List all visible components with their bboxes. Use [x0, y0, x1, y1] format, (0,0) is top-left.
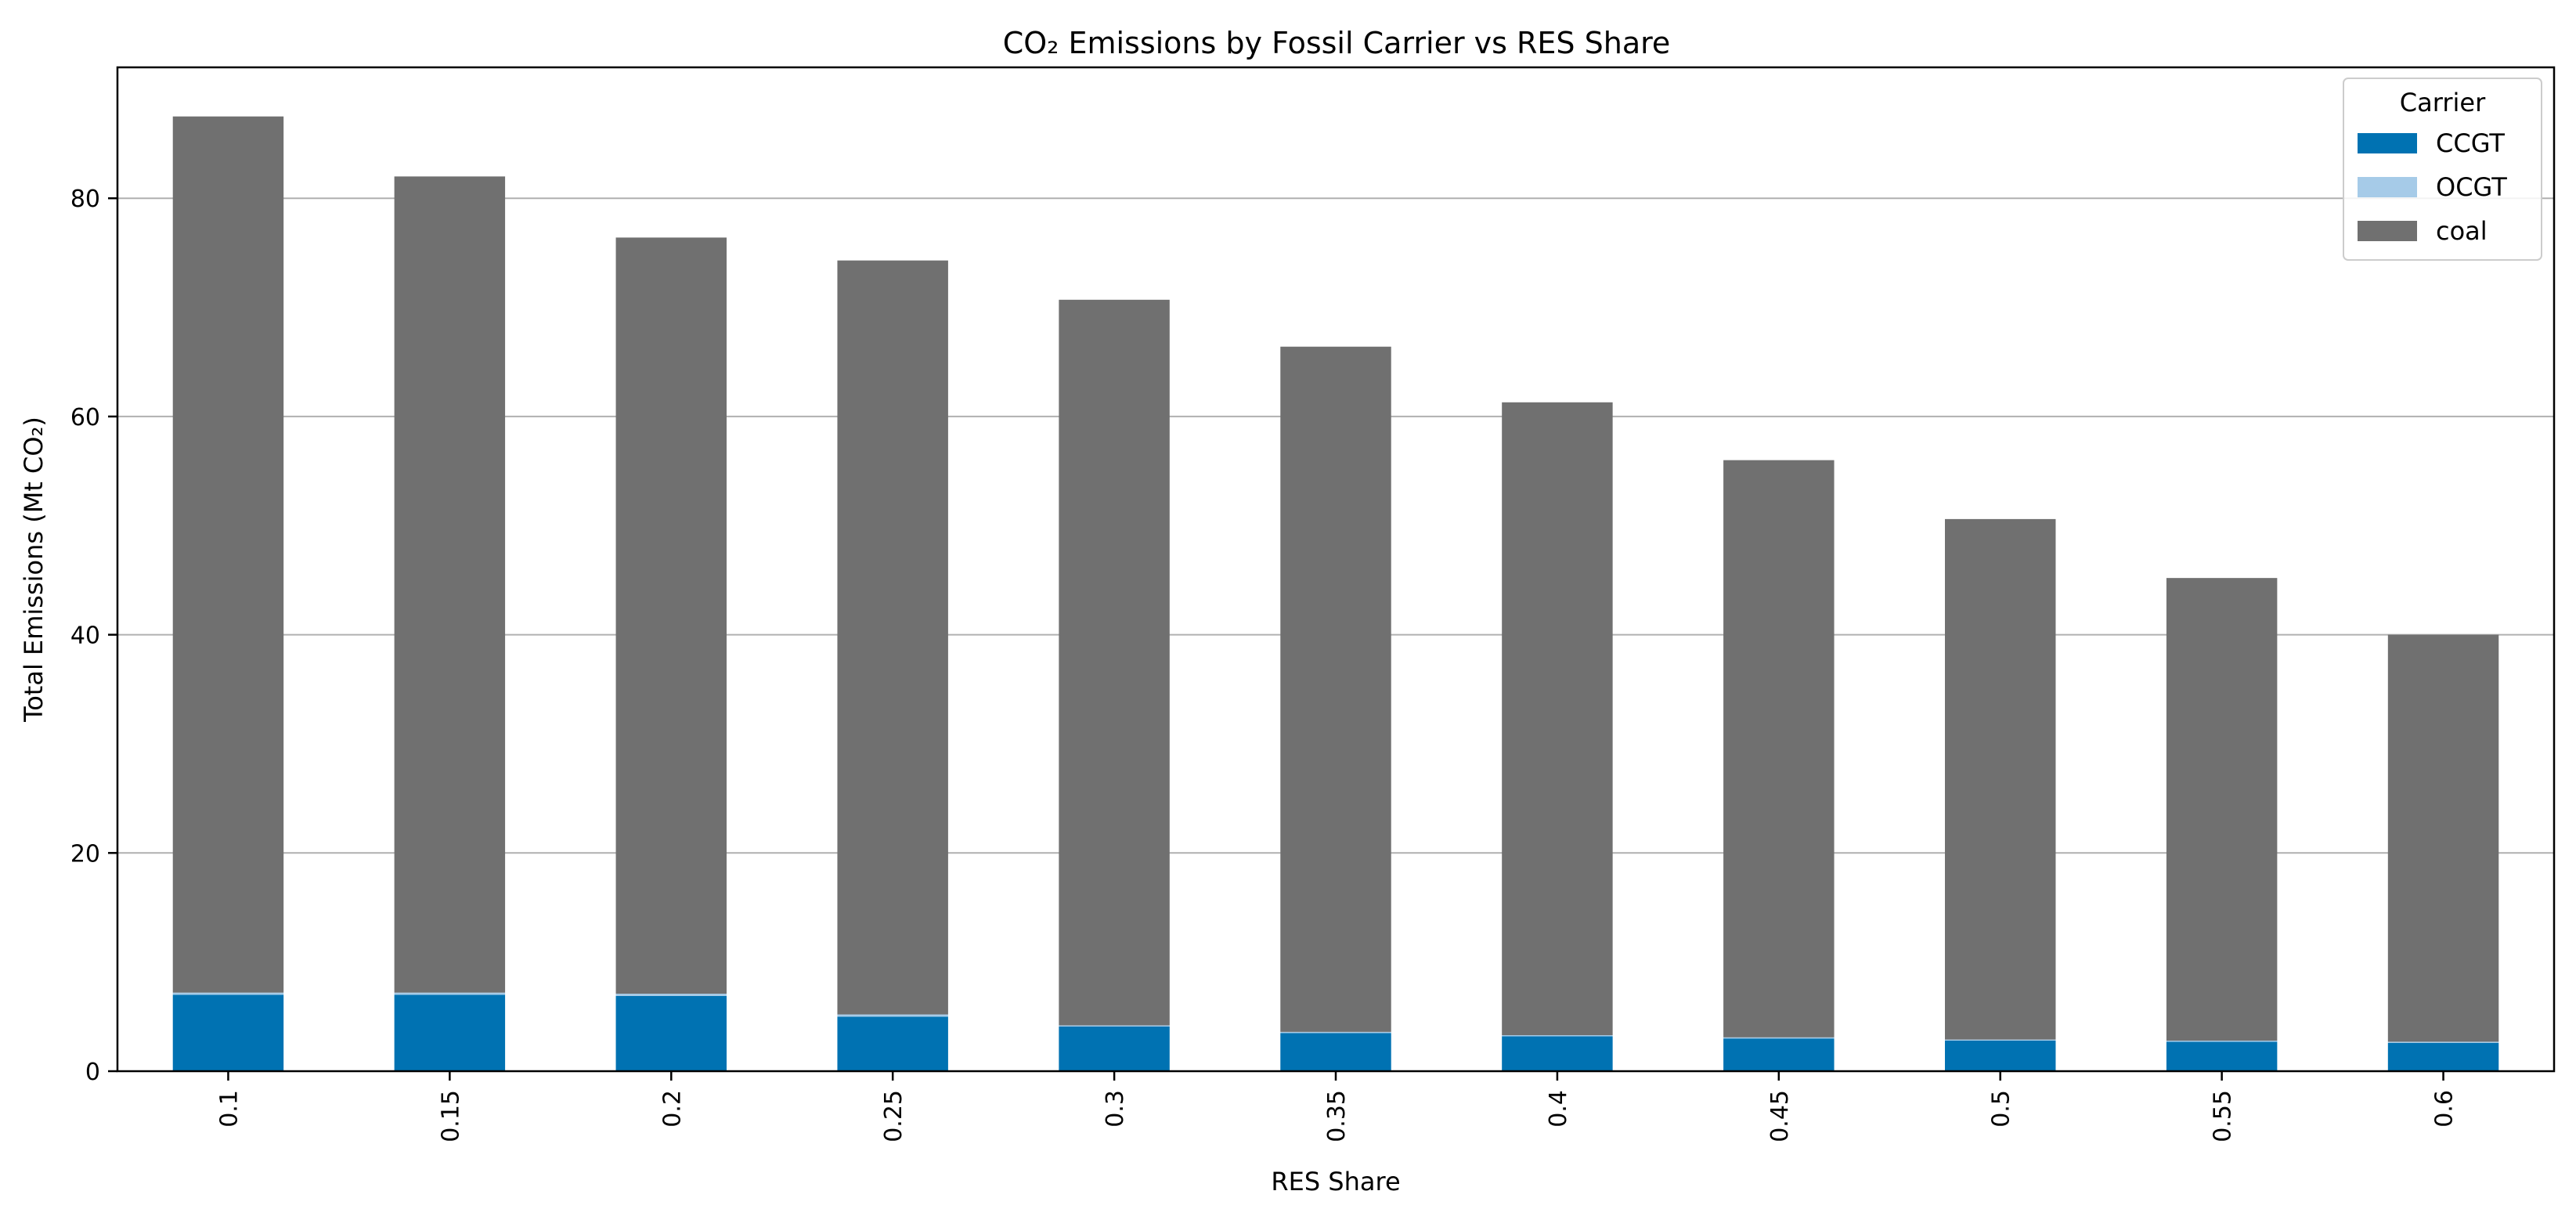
bar-coal	[394, 176, 506, 993]
bar-ocgt	[1059, 1025, 1170, 1027]
x-tick-label: 0.55	[2210, 1090, 2237, 1142]
bar-coal	[1723, 460, 1835, 1038]
x-tick-label: 0.1	[215, 1090, 243, 1128]
bar-ocgt	[394, 992, 506, 995]
legend-swatch-ccgt	[2358, 133, 2417, 153]
bar-coal	[1280, 346, 1391, 1032]
bar-ccgt	[1502, 1036, 1613, 1071]
bar-ocgt	[2387, 1041, 2499, 1043]
bar-ccgt	[2166, 1041, 2278, 1071]
bar-coal	[615, 237, 727, 994]
legend-title: Carrier	[2400, 88, 2486, 117]
bar-coal	[2166, 578, 2278, 1041]
chart-title: CO₂ Emissions by Fossil Carrier vs RES S…	[1003, 26, 1671, 60]
bar-coal	[172, 116, 284, 993]
x-tick-label: 0.25	[880, 1090, 907, 1142]
bar-ccgt	[1280, 1033, 1391, 1071]
y-tick-label: 60	[70, 404, 100, 431]
bar-ccgt	[394, 994, 506, 1071]
bar-coal	[837, 260, 948, 1015]
legend-swatch-ocgt	[2358, 177, 2417, 197]
legend-label-ocgt: OCGT	[2436, 172, 2507, 202]
y-tick-label: 20	[70, 840, 100, 868]
y-tick-label: 0	[85, 1059, 100, 1086]
bar-ccgt	[837, 1016, 948, 1071]
y-tick-label: 80	[70, 186, 100, 213]
x-tick-label: 0.5	[1988, 1090, 2015, 1128]
bar-ccgt	[2387, 1042, 2499, 1071]
bars	[172, 116, 2499, 1071]
x-tick-label: 0.3	[1102, 1090, 1129, 1128]
x-tick-label: 0.45	[1766, 1090, 1794, 1142]
x-tick-label: 0.6	[2431, 1090, 2459, 1128]
bar-ocgt	[615, 994, 727, 996]
legend-label-coal: coal	[2436, 216, 2488, 246]
bar-ocgt	[1280, 1031, 1391, 1034]
bar-ccgt	[615, 995, 727, 1071]
legend-box	[2343, 78, 2542, 261]
bar-ccgt	[172, 994, 284, 1071]
bar-ccgt	[1723, 1038, 1835, 1071]
legend: Carrier CCGT OCGT coal	[2343, 78, 2542, 261]
bar-ccgt	[1059, 1026, 1170, 1071]
bar-ocgt	[172, 992, 284, 995]
x-axis-title: RES Share	[1271, 1167, 1400, 1196]
x-tick-label: 0.35	[1323, 1090, 1351, 1142]
bar-ccgt	[1945, 1040, 2056, 1071]
x-tick-label: 0.4	[1545, 1090, 1572, 1128]
y-tick-label: 40	[70, 623, 100, 650]
legend-swatch-coal	[2358, 221, 2417, 241]
bar-ocgt	[1502, 1035, 1613, 1037]
x-tick-label: 0.15	[437, 1090, 464, 1142]
bar-coal	[1502, 402, 1613, 1036]
bar-ocgt	[837, 1014, 948, 1017]
bar-ocgt	[1945, 1039, 2056, 1041]
legend-label-ccgt: CCGT	[2436, 128, 2505, 158]
bar-coal	[2387, 634, 2499, 1042]
bar-coal	[1059, 299, 1170, 1026]
y-axis: 0 20 40 60 80	[70, 186, 117, 1086]
y-axis-title: Total Emissions (Mt CO₂)	[19, 417, 49, 723]
bar-coal	[1945, 518, 2056, 1040]
x-tick-label: 0.2	[658, 1090, 686, 1128]
x-axis: 0.1 0.15 0.2 0.25 0.3 0.35 0.4 0.45 0.5 0.55 0.6	[215, 1071, 2459, 1142]
